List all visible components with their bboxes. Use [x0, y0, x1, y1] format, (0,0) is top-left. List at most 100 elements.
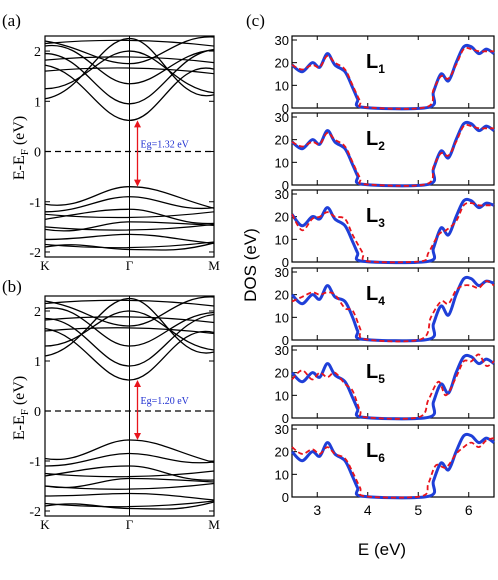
panel-c-label: (c) [246, 11, 265, 30]
conduction-band [44, 50, 215, 94]
conduction-band [44, 48, 215, 105]
valence-band [44, 452, 215, 467]
y-tick-label: 30 [275, 110, 289, 125]
x-tick-label: 4 [364, 502, 372, 518]
y-tick-label: 20 [275, 133, 289, 148]
conduction-band [44, 327, 215, 335]
y-tick-label: 20 [275, 366, 289, 381]
dos-red-series [291, 123, 494, 187]
x-tick-label: M [208, 258, 220, 273]
valence-band [44, 242, 215, 251]
y-tick-label: 10 [275, 78, 289, 93]
y-tick-label: -1 [29, 455, 41, 470]
y-tick-label: 10 [275, 310, 289, 325]
y-tick-label: 20 [275, 288, 289, 303]
y-tick-label: 30 [275, 422, 289, 437]
x-tick-label: M [208, 517, 220, 532]
panel-b-label: (b) [2, 277, 22, 296]
conduction-band [44, 36, 215, 65]
y-tick-label: 20 [275, 445, 289, 460]
gap-label: Eg=1.20 eV [141, 396, 190, 407]
y-tick-label: 30 [275, 187, 289, 202]
y-tick-label: 0 [282, 333, 289, 348]
dos-blue-series [290, 197, 495, 265]
y-tick-label: 2 [34, 45, 41, 60]
dos-red-series [291, 280, 495, 343]
gap-label: Eg=1.32 eV [141, 140, 190, 151]
y-tick-label: 20 [275, 210, 289, 225]
dos-subpanel-label: L6 [366, 440, 385, 465]
ylabel-b: E-EF (eV) [11, 376, 31, 440]
panel-a-label: (a) [2, 11, 21, 30]
x-tick-label: Γ [126, 517, 134, 532]
dos-blue-series [290, 432, 495, 500]
y-tick-label: 0 [34, 146, 41, 161]
dos-panels: 0102030L10102030L20102030L30102030L40102… [275, 33, 495, 518]
dos-subpanel-label: L1 [366, 51, 385, 76]
y-tick-label: 10 [275, 467, 289, 482]
band-structure-b: -2 -1 0 1 2 K Γ M Eg=1.20 eV [29, 295, 220, 532]
valence-band [44, 501, 215, 510]
dos-subpanel-label: L4 [366, 283, 385, 308]
x-tick-label: K [40, 258, 50, 273]
valence-band [44, 465, 215, 481]
valence-band [44, 470, 215, 478]
x-tick-label: K [40, 517, 50, 532]
conduction-band [44, 37, 215, 100]
gap-arrow-head [134, 380, 141, 387]
ylabel-a: E-EF (eV) [11, 116, 31, 180]
conduction-band [44, 310, 215, 351]
dos-blue-series [291, 43, 495, 111]
svg-text:E-EF (eV): E-EF (eV) [11, 116, 31, 180]
y-tick-label: 30 [275, 265, 289, 280]
y-tick-label: 10 [275, 155, 289, 170]
dos-subpanel-2: 0 10 20 30 L2 [275, 110, 495, 193]
dos-subpanel-5: 0 10 20 30 L5 [275, 343, 495, 426]
conduction-band [44, 299, 215, 307]
y-tick-label: 1 [34, 95, 41, 110]
valence-band [44, 233, 215, 245]
y-tick-label: 30 [275, 33, 289, 48]
dos-red-series [291, 46, 494, 110]
y-tick-label: 0 [282, 101, 289, 116]
dos-subpanel-1: 0 10 20 30 L1 [275, 33, 495, 116]
y-tick-label: 1 [34, 355, 41, 370]
dos-subpanel-3: 0 10 20 30 L3 [275, 187, 495, 270]
conduction-band [44, 56, 215, 64]
y-tick-label: 10 [275, 388, 289, 403]
valence-band [44, 500, 215, 508]
valence-band [44, 221, 215, 232]
y-tick-label: -2 [29, 246, 41, 261]
dos-subpanel-label: L5 [366, 361, 385, 386]
y-tick-label: 0 [282, 411, 289, 426]
y-tick-label: 2 [34, 305, 41, 320]
y-tick-label: 0 [282, 178, 289, 193]
valence-band [44, 492, 215, 501]
valence-band [44, 186, 215, 209]
ylabel-dos: DOS (eV) [241, 228, 260, 302]
gap-arrow-head [134, 120, 141, 128]
y-tick-label: 20 [275, 56, 289, 71]
valence-band [44, 208, 215, 225]
x-tick-label: 3 [313, 502, 321, 518]
valence-band [44, 196, 215, 213]
y-tick-label: 0 [34, 405, 41, 420]
y-tick-label: 30 [275, 343, 289, 358]
conduction-band [44, 327, 215, 381]
dos-subpanel-label: L2 [366, 128, 385, 153]
dos-red-series [291, 437, 495, 499]
conduction-band [44, 39, 215, 47]
conduction-band [44, 307, 215, 347]
conduction-band [44, 316, 215, 324]
dos-blue-series [290, 353, 495, 421]
valence-band [44, 477, 215, 489]
dos-blue-series [291, 120, 495, 188]
conduction-band [44, 296, 215, 327]
x-tick-label: 5 [414, 502, 422, 518]
x-tick-label: Γ [126, 258, 134, 273]
conduction-band [44, 67, 215, 75]
valence-band [44, 241, 215, 249]
y-tick-label: -1 [29, 196, 41, 211]
valence-band [44, 482, 215, 490]
